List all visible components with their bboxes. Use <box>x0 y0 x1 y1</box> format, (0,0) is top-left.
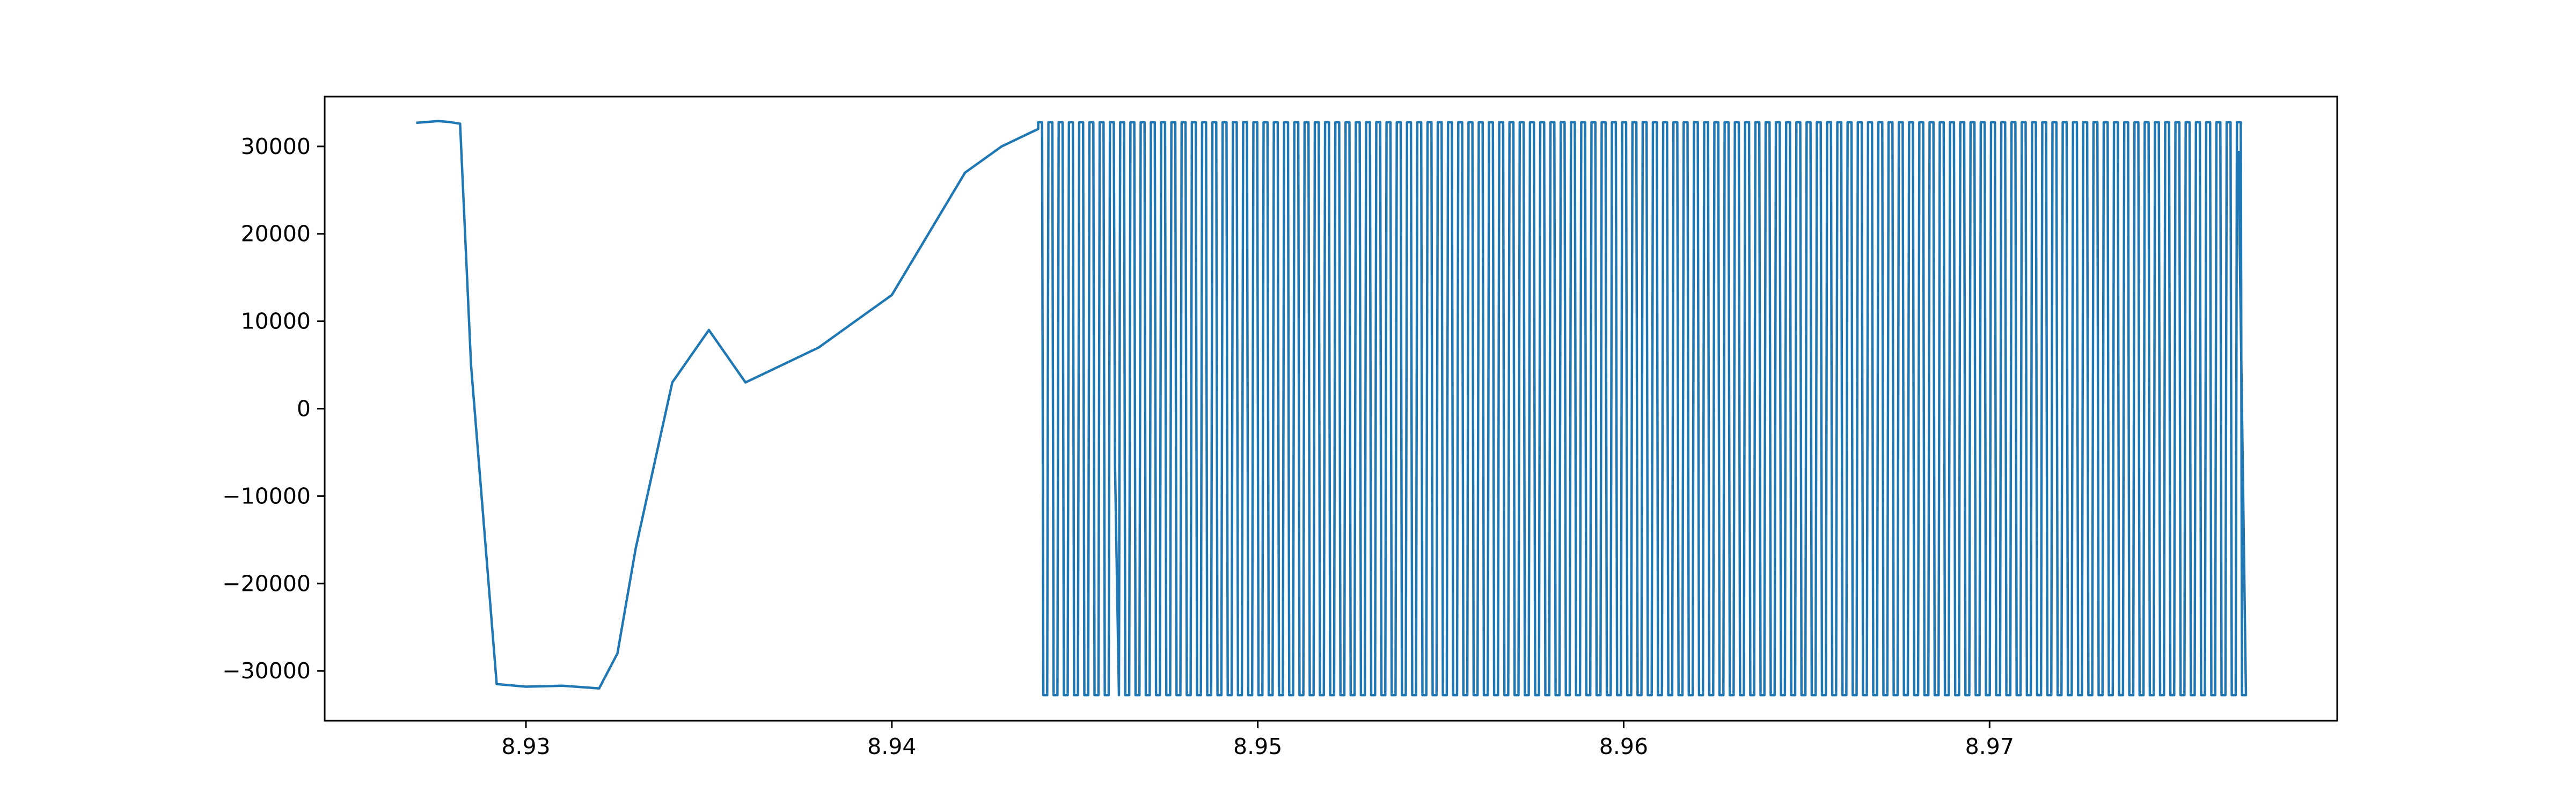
x-tick-label: 8.93 <box>501 734 550 759</box>
x-axis: 8.93 8.94 8.95 8.96 8.97 <box>501 721 2014 759</box>
x-tick-label: 8.95 <box>1233 734 1282 759</box>
series-line <box>416 120 2248 697</box>
y-tick-label: 30000 <box>241 134 311 159</box>
y-tick-label: −10000 <box>222 483 311 509</box>
y-tick-label: 20000 <box>241 221 311 247</box>
y-tick-label: 10000 <box>241 309 311 334</box>
x-tick-label: 8.96 <box>1599 734 1648 759</box>
y-tick-label: −20000 <box>222 570 311 596</box>
x-tick-label: 8.97 <box>1965 734 2014 759</box>
series-layer <box>416 120 2248 697</box>
x-tick-label: 8.94 <box>867 734 916 759</box>
y-axis: 30000 20000 10000 0 −10000 −20000 −30000 <box>222 134 325 684</box>
y-tick-label: −30000 <box>222 658 311 684</box>
y-tick-label: 0 <box>297 396 311 422</box>
